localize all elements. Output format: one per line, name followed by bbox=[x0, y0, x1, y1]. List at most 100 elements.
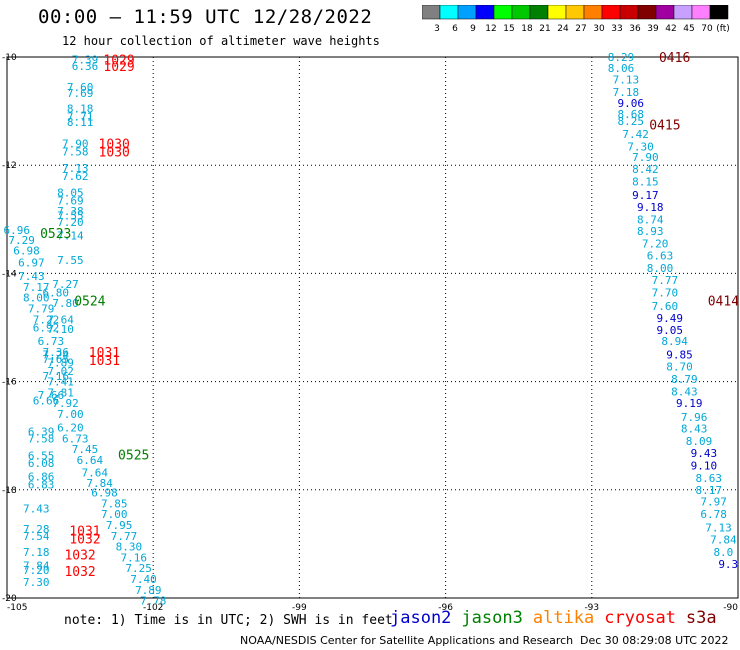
pass-time-label: 1032 bbox=[64, 565, 95, 580]
colorbar-tick-label: 3 bbox=[434, 24, 440, 34]
colorbar-tick-label: 6 bbox=[452, 24, 458, 34]
wave-height-value: 8.74 bbox=[637, 213, 664, 226]
lat-tick-label: -10 bbox=[2, 53, 17, 63]
colorbar-swatch bbox=[457, 5, 477, 20]
wave-height-value: 6.98 bbox=[13, 245, 40, 258]
pass-time-label: 1032 bbox=[64, 549, 95, 564]
wave-height-value: 9.10 bbox=[691, 459, 718, 472]
wave-height-value: 8.42 bbox=[632, 163, 659, 176]
wave-height-value: 7.14 bbox=[57, 230, 84, 243]
wave-height-value: 6.97 bbox=[18, 257, 45, 270]
wave-height-value: 7.95 bbox=[106, 519, 133, 532]
wave-height-value: 7.64 bbox=[81, 466, 108, 479]
wave-height-value: 6.98 bbox=[91, 487, 118, 500]
map-subtitle: 12 hour collection of altimeter wave hei… bbox=[62, 34, 380, 48]
lon-tick-label: -105 bbox=[7, 603, 27, 613]
color-scale-bar: 3 6 9 12 15 18 21 24 27 30 33 36 39 42 45 70 (ft) bbox=[422, 5, 730, 34]
wave-height-value: 9.06 bbox=[618, 97, 645, 110]
colorbar-swatch bbox=[619, 5, 639, 20]
wave-height-value: 8.11 bbox=[67, 116, 94, 129]
generated-timestamp: Dec 30 08:29:08 UTC 2022 bbox=[580, 634, 729, 647]
wave-height-value: 9.19 bbox=[676, 397, 703, 410]
wave-height-value: 7.54 bbox=[23, 530, 50, 543]
colorbar-tick-label: 36 bbox=[629, 24, 641, 34]
wave-height-value: 7.45 bbox=[72, 443, 99, 456]
wave-height-value: 7.20 bbox=[642, 238, 669, 251]
pass-time-label: 1031 bbox=[69, 524, 100, 539]
wave-height-value: 8.15 bbox=[632, 175, 659, 188]
colorbar-swatch bbox=[565, 5, 585, 20]
colorbar-tick-label: 42 bbox=[665, 24, 676, 34]
wave-height-value: 7.36 bbox=[42, 346, 69, 359]
wave-height-value: 7.20 bbox=[23, 564, 50, 577]
pass-time-label: 1029 bbox=[103, 60, 134, 75]
legend-entry-s3a: s3a bbox=[685, 608, 717, 628]
wave-height-value: 7.96 bbox=[681, 411, 708, 424]
wave-height-value: 7.89 bbox=[47, 357, 74, 370]
wave-height-value: 7.17 bbox=[23, 281, 50, 294]
wave-height-value: 8.63 bbox=[696, 472, 723, 485]
wave-height-value: 7.64 bbox=[47, 313, 74, 326]
colorbar-tick-label: 21 bbox=[539, 24, 550, 34]
wave-height-value: 8.09 bbox=[686, 435, 713, 448]
wave-height-value: 9.05 bbox=[657, 324, 684, 337]
wave-height-value: 7.65 bbox=[42, 353, 69, 366]
wave-height-value: 7.62 bbox=[62, 170, 89, 183]
lon-tick-label: -102 bbox=[143, 603, 163, 613]
colorbar-swatch bbox=[475, 5, 495, 20]
pass-time-label: 0416 bbox=[659, 51, 690, 66]
wave-height-value: 8.18 bbox=[67, 102, 94, 115]
wave-height-value: 7.13 bbox=[705, 522, 732, 535]
wave-height-value: 6.39 bbox=[28, 425, 55, 438]
wave-height-value: 6.78 bbox=[700, 508, 727, 521]
colorbar-tick-label: 9 bbox=[470, 24, 476, 34]
wave-height-value: 9.49 bbox=[657, 312, 684, 325]
wave-height-value: 6.66 bbox=[33, 395, 60, 408]
wave-height-value: 7.18 bbox=[23, 546, 50, 559]
colorbar-swatch bbox=[439, 5, 459, 20]
colorbar-tick-label: 12 bbox=[485, 24, 496, 34]
wave-height-value: 8.43 bbox=[671, 385, 698, 398]
pass-time-label: 1031 bbox=[89, 354, 120, 369]
colorbar-tick-label: 30 bbox=[593, 24, 605, 34]
pass-time-label: 1029 bbox=[103, 54, 134, 69]
map-title: 00:00 – 11:59 UTC 12/28/2022 bbox=[38, 6, 373, 28]
wave-height-value: 7.39 bbox=[72, 54, 99, 67]
footnote: note: 1) Time is in UTC; 2) SWH is in fe… bbox=[64, 613, 393, 628]
wave-height-value: 6.20 bbox=[57, 422, 84, 435]
lat-tick-label: -14 bbox=[2, 269, 17, 279]
wave-height-value: 7.18 bbox=[613, 86, 640, 99]
wave-height-value: 8.29 bbox=[608, 51, 635, 64]
colorbar-tick-label: 45 bbox=[683, 24, 694, 34]
pass-time-label: 0525 bbox=[118, 449, 149, 464]
pass-time-label: 0524 bbox=[74, 294, 105, 309]
wave-height-value: 7.16 bbox=[42, 370, 69, 383]
wave-height-value: 7.69 bbox=[67, 87, 94, 100]
wave-height-value: 6.80 bbox=[42, 286, 69, 299]
wave-height-value: 7.69 bbox=[57, 194, 84, 207]
colorbar-swatch bbox=[511, 5, 531, 20]
wave-height-value: 6.08 bbox=[28, 457, 55, 470]
pass-time-label: 1031 bbox=[89, 346, 120, 361]
wave-height-value: 7.20 bbox=[57, 216, 84, 229]
colorbar-swatch bbox=[493, 5, 513, 20]
legend-entry-altika: altika bbox=[532, 608, 595, 628]
colorbar-tick-label: 70 bbox=[701, 24, 713, 34]
colorbar-swatch bbox=[637, 5, 657, 20]
wave-height-value: 7.25 bbox=[125, 562, 152, 575]
wave-height-value: 7.60 bbox=[67, 81, 94, 94]
colorbar-swatch bbox=[673, 5, 693, 20]
wave-height-value: 8.17 bbox=[696, 484, 723, 497]
wave-height-value: 7.90 bbox=[62, 138, 89, 151]
wave-height-value: 8.93 bbox=[637, 225, 664, 238]
wave-height-value: 8.79 bbox=[671, 373, 698, 386]
wave-height-value: 7.60 bbox=[652, 300, 679, 313]
wave-height-value: 7.84 bbox=[710, 534, 737, 547]
wave-height-value: 9.3 bbox=[718, 558, 738, 571]
lat-tick-label: -12 bbox=[2, 161, 17, 171]
legend-entry-jason2: jason2 bbox=[390, 608, 452, 628]
pass-time-label: 0523 bbox=[40, 227, 71, 242]
pass-time-label: 1032 bbox=[69, 532, 100, 547]
pass-time-label: 0414 bbox=[708, 294, 739, 309]
wave-height-value: 7.81 bbox=[47, 386, 74, 399]
